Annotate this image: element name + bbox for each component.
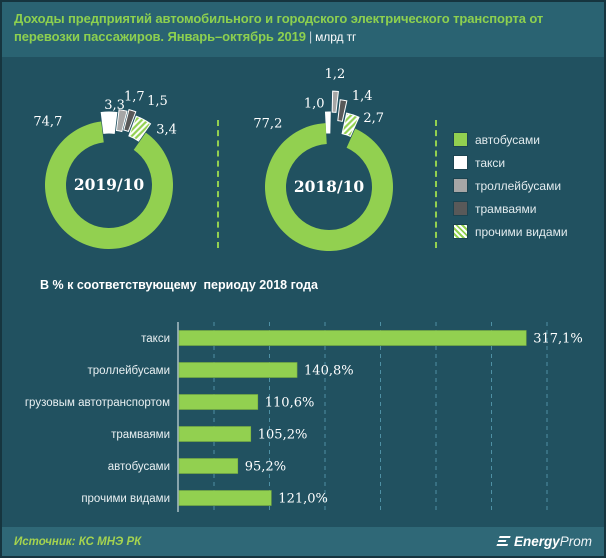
legend-item: такси [454, 151, 568, 174]
legend-swatch [454, 202, 467, 215]
donut-center-label: 2019/10 [74, 175, 145, 194]
donut-slice [331, 90, 339, 113]
bar-category-label: трамваями [111, 429, 170, 441]
donut-value-label: 3,4 [156, 122, 177, 137]
bar-chart-title: В % к соответствующему периоду 2018 года [40, 278, 318, 292]
source-note: Источник: КС МНЭ РК [14, 535, 142, 548]
energyprom-icon [496, 535, 511, 547]
donut-chart-2018: 77,2 1,01,2 1,4 2,7 2018/10 [253, 67, 393, 252]
bar [178, 362, 298, 378]
legend-swatch [454, 156, 467, 169]
donut-center-label: 2018/10 [294, 177, 365, 196]
bar-value-label: 317,1% [533, 332, 583, 347]
legend-swatch [454, 225, 467, 238]
donut-slice [324, 111, 331, 134]
legend-label: троллейбусами [475, 178, 562, 193]
donut-slice [265, 123, 393, 252]
donut-value-label: 1,7 [124, 90, 145, 105]
bar [178, 394, 259, 410]
bar-category-label: грузовым автотранспортом [25, 397, 170, 409]
page-title: Доходы предприятий автомобильного и горо… [14, 10, 592, 46]
title-band: Доходы предприятий автомобильного и горо… [2, 2, 604, 57]
bar-value-label: 140,8% [304, 364, 354, 379]
donut-value-label: 1,5 [147, 94, 168, 109]
bar-category-label: такси [141, 333, 170, 345]
bar-value-label: 95,2% [245, 460, 286, 475]
title-unit: млрд тг [315, 30, 357, 44]
donut-slice [341, 112, 360, 138]
bar-value-label: 105,2% [258, 428, 308, 443]
bar [178, 330, 527, 346]
legend-swatch [454, 133, 467, 146]
donut-value-label: 3,3 [104, 98, 125, 113]
page-title-text: Доходы предприятий автомобильного и горо… [14, 11, 544, 44]
bar [178, 458, 239, 474]
donut-value-label: 77,2 [253, 117, 282, 132]
legend-item: автобусами [454, 128, 568, 151]
donut-chart-2019: 74,7 3,31,7 1,5 3,4 2019/10 [33, 90, 177, 249]
legend-item: прочими видами [454, 220, 568, 243]
donut-slice [115, 109, 128, 133]
donut-value-label: 1,0 [304, 96, 325, 111]
bar-category-label: троллейбусами [88, 365, 170, 377]
donut-value-label: 2,7 [363, 111, 384, 126]
bar-category-label: прочими видами [81, 493, 170, 505]
legend-swatch [454, 179, 467, 192]
donut-slice [100, 111, 118, 134]
bar [178, 426, 252, 442]
legend-label: автобусами [475, 132, 540, 147]
donut-slice [337, 99, 348, 122]
legend-label: прочими видами [475, 224, 568, 239]
brand-name-bold: Energy [513, 534, 560, 549]
bar-value-label: 121,0% [278, 492, 328, 507]
donut-slice [123, 109, 137, 133]
donut-value-label: 74,7 [33, 115, 62, 130]
chart-legend: автобусами такси троллейбусами трамваями про… [454, 128, 568, 243]
title-separator: | [308, 29, 313, 44]
bar-value-label: 110,6% [265, 396, 315, 411]
donut-value-label: 1,2 [325, 67, 346, 82]
donut-slice [128, 115, 152, 142]
dashed-separator-right [435, 120, 437, 248]
dashed-separator-left [217, 120, 219, 248]
legend-item: троллейбусами [454, 174, 568, 197]
bar-chart: такси 317,1% троллейбусами 140,8% грузовым а… [25, 322, 583, 512]
donut-value-label: 1,4 [352, 89, 373, 104]
donut-slice [44, 121, 173, 249]
energyprom-logo: Energy Prom [496, 534, 592, 549]
legend-item: трамваями [454, 197, 568, 220]
bar-category-label: автобусами [108, 461, 170, 473]
legend-label: трамваями [475, 201, 537, 216]
footer-band: Источник: КС МНЭ РК Energy Prom [2, 527, 604, 556]
bar [178, 490, 272, 506]
legend-label: такси [475, 155, 506, 170]
brand-name-light: Prom [559, 534, 592, 549]
